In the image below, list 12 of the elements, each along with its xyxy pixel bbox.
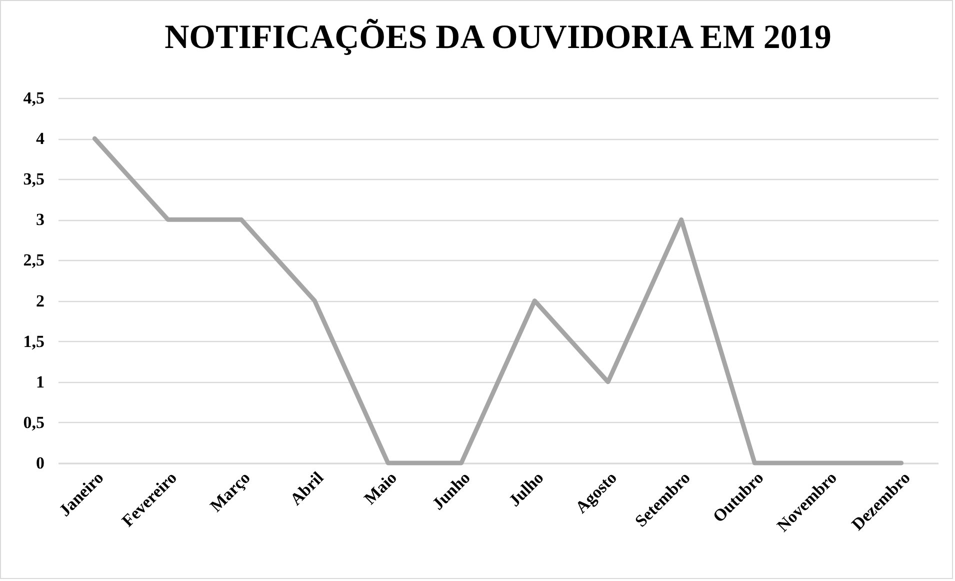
chart-title: NOTIFICAÇÕES DA OUVIDORIA EM 2019 (164, 18, 832, 56)
y-tick-label: 0,5 (23, 412, 44, 432)
line-series (92, 136, 904, 466)
y-tick-label: 0 (36, 454, 44, 472)
y-tick-label: 2 (36, 291, 44, 310)
y-tick-label: 4,5 (23, 88, 44, 108)
y-tick-label: 1 (36, 372, 44, 392)
y-tick-label: 3 (36, 210, 44, 230)
y-tick-label: 3,5 (23, 170, 44, 189)
y-tick-label: 2,5 (23, 250, 44, 270)
y-tick-label: 1,5 (23, 332, 44, 351)
y-tick-label: 4 (36, 129, 45, 148)
